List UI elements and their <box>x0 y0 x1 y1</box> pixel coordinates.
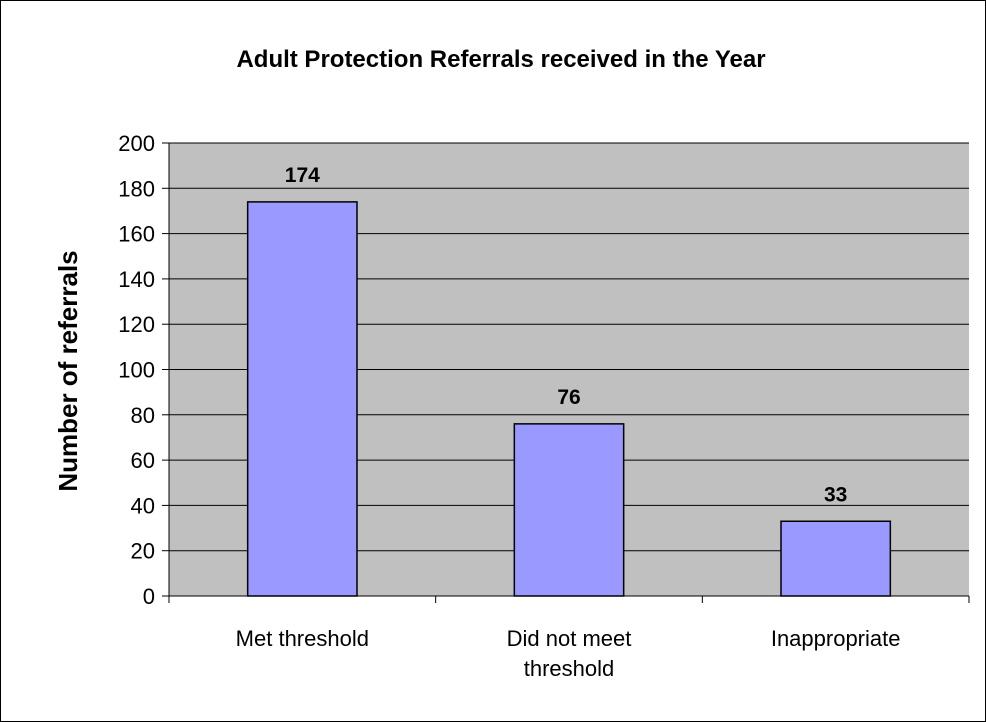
y-axis-label: Number of referrals <box>53 250 83 491</box>
y-tick-label: 180 <box>118 176 155 201</box>
y-tick-label: 200 <box>118 131 155 156</box>
y-tick-label: 60 <box>131 448 155 473</box>
y-tick-label: 20 <box>131 539 155 564</box>
y-tick-label: 140 <box>118 267 155 292</box>
data-label-3: 33 <box>824 483 847 506</box>
y-tick-label: 120 <box>118 312 155 337</box>
category-label-2: Did not meet threshold <box>507 626 632 681</box>
data-label-1: 174 <box>285 164 320 187</box>
bar-3 <box>780 520 892 597</box>
y-tick-label: 0 <box>143 584 155 609</box>
chart-title: Adult Protection Referrals received in t… <box>236 46 765 73</box>
y-tick-label: 40 <box>131 493 155 518</box>
bar-2 <box>513 423 625 597</box>
plot-area: 0 20 40 60 80 100 120 140 160 180 200 174 Met thresh… <box>118 131 970 681</box>
y-tick-label: 100 <box>118 358 155 383</box>
bar-1 <box>246 201 358 597</box>
category-label-3: Inappropriate <box>771 626 901 651</box>
data-label-2: 76 <box>557 386 580 409</box>
category-label-1: Met threshold <box>236 626 369 651</box>
y-tick-label: 80 <box>131 403 155 428</box>
y-tick-label: 160 <box>118 222 155 247</box>
